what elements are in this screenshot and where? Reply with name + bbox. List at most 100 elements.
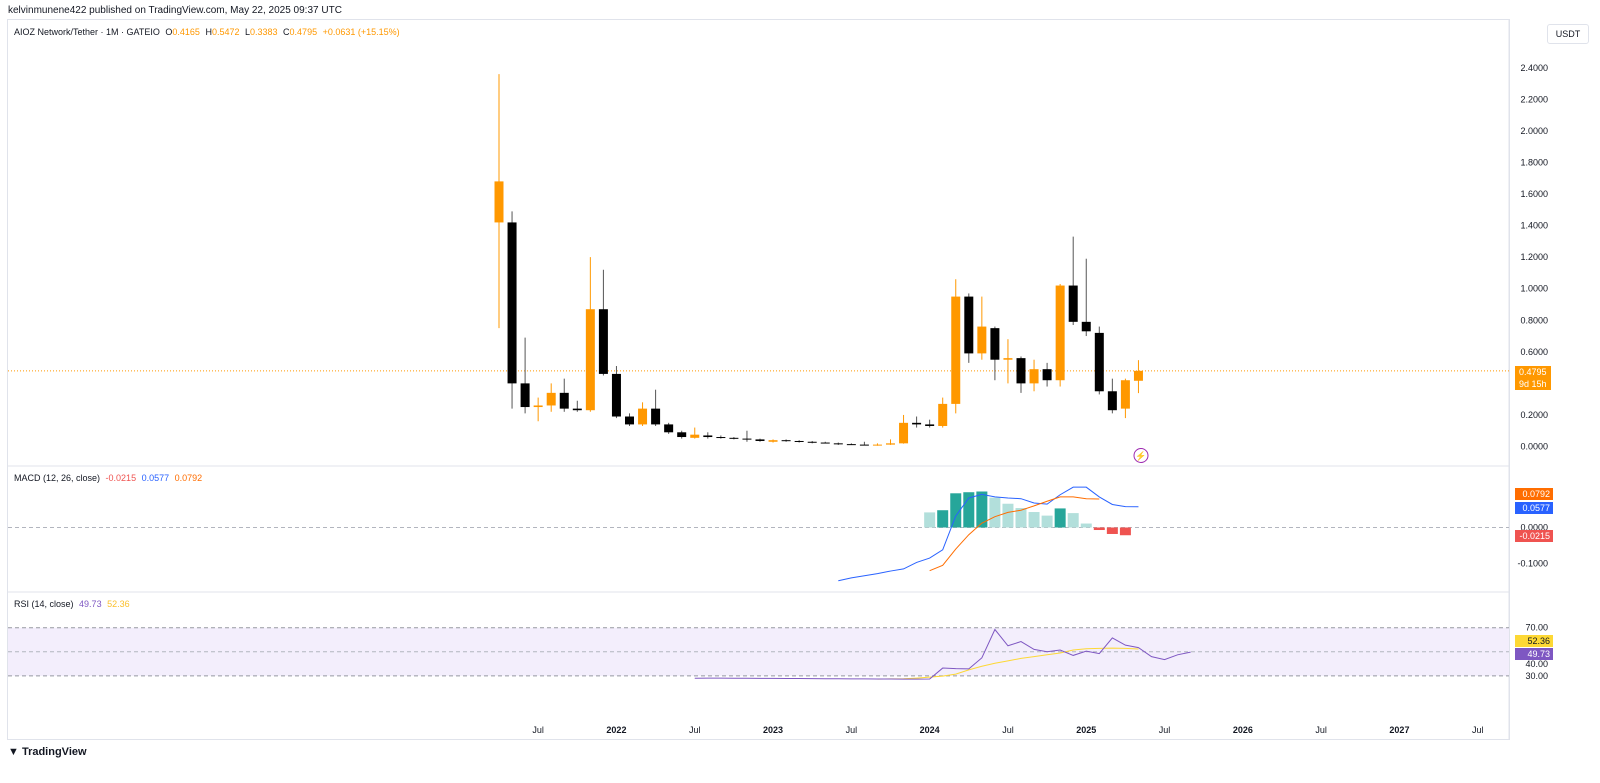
candle-body	[768, 440, 778, 442]
candle	[807, 440, 817, 444]
macd-histogram-bar	[963, 492, 975, 528]
candle	[768, 439, 778, 443]
candle	[1094, 326, 1104, 395]
rsi-tag	[1515, 648, 1553, 660]
candle	[507, 211, 517, 409]
candle	[533, 397, 543, 422]
candle-body	[755, 439, 765, 441]
candle	[1068, 236, 1078, 325]
rsi-ma-line	[877, 647, 1139, 680]
rsi-value: 49.73	[79, 599, 102, 609]
candle-body	[1003, 358, 1013, 360]
candle	[1042, 362, 1052, 387]
candle-body	[951, 296, 961, 404]
macd-legend-label: MACD (12, 26, close)	[14, 473, 101, 483]
macd-line	[838, 486, 1139, 582]
rsi-legend-label: RSI (14, close)	[14, 599, 74, 609]
time-axis-tick: Jul	[1002, 725, 1014, 735]
candle	[781, 439, 791, 442]
candle-body	[611, 373, 621, 417]
candle	[742, 430, 752, 442]
close-value: 0.4795	[289, 27, 318, 37]
time-axis-tick: 2026	[1233, 725, 1253, 735]
candle	[1133, 360, 1143, 394]
time-axis-tick: 2025	[1076, 725, 1096, 735]
price-axis-tick: 2.0000	[1520, 126, 1548, 136]
candle	[964, 293, 974, 363]
macd-histogram-bar	[976, 491, 988, 528]
candle	[611, 366, 621, 419]
candle	[1016, 356, 1026, 393]
countdown-tag: 9d 15h	[1515, 378, 1551, 390]
close-label: C	[283, 27, 290, 37]
candle	[546, 383, 556, 412]
macd-signal-line	[929, 496, 1100, 572]
time-axis-tick: Jul	[532, 725, 544, 735]
macd-hist-value: -0.0215	[105, 473, 137, 483]
candle	[1107, 378, 1117, 414]
time-axis-tick: 2024	[920, 725, 940, 735]
macd-histogram-bar	[1028, 512, 1040, 528]
candle	[846, 443, 856, 446]
macd-histogram-bar	[1119, 527, 1131, 536]
candle-body	[1120, 380, 1130, 409]
open-value: 0.4165	[172, 27, 200, 37]
candle-body	[742, 438, 752, 440]
price-axis-tick: 1.8000	[1520, 157, 1548, 167]
candle-body	[1133, 370, 1143, 381]
candle-body	[899, 422, 909, 444]
candle	[1055, 283, 1065, 387]
candle	[820, 441, 830, 444]
candle	[938, 397, 948, 428]
rsi-axis-tick: 30.00	[1525, 671, 1548, 681]
candle	[990, 326, 1000, 381]
candle-body	[872, 444, 882, 446]
candle-body	[977, 326, 987, 354]
macd-axis-tick: 0.0000	[1520, 523, 1548, 533]
rsi-legend: RSI (14, close) 49.73 52.36	[14, 599, 133, 609]
candle-body	[1068, 285, 1078, 322]
candle	[1003, 339, 1013, 384]
macd-value-tag	[1515, 502, 1553, 514]
candle-body	[859, 444, 869, 446]
time-axis-tick: 2023	[763, 725, 783, 735]
macd-value-tag-text: 0.0577	[1522, 503, 1550, 513]
candle	[912, 416, 922, 428]
candle-body	[533, 405, 543, 408]
candle	[559, 378, 569, 412]
candle-body	[807, 441, 817, 443]
lightning-icon: ⚡	[1135, 450, 1146, 462]
candle-body	[886, 443, 895, 445]
candle	[886, 439, 895, 445]
macd-histogram-bar	[950, 493, 962, 528]
price-axis-tick: 0.0000	[1520, 442, 1548, 452]
time-axis-tick: 2022	[606, 725, 626, 735]
candle	[585, 257, 595, 412]
candle	[664, 422, 674, 434]
candle-body	[559, 392, 569, 409]
currency-button[interactable]: USDT	[1547, 24, 1589, 44]
rsi-line	[694, 628, 1191, 680]
time-axis-tick: 2027	[1389, 725, 1409, 735]
price-axis-tick: 0.6000	[1520, 347, 1548, 357]
candle-body	[1094, 332, 1104, 392]
candle-body	[638, 408, 648, 425]
macd-legend: MACD (12, 26, close) -0.0215 0.0577 0.07…	[14, 473, 205, 483]
candle-body	[833, 443, 843, 445]
candle	[520, 337, 530, 414]
candle	[625, 413, 634, 426]
open-label: O	[165, 27, 173, 37]
candle	[977, 296, 987, 360]
price-axis-tick: 0.2000	[1520, 410, 1548, 420]
candle	[833, 442, 843, 445]
price-axis-tick: 1.0000	[1520, 284, 1548, 294]
macd-histogram-bar	[1093, 527, 1105, 531]
candle	[872, 443, 882, 446]
candle-body	[572, 408, 582, 411]
macd-value-tag-text: 0.0792	[1522, 489, 1550, 499]
candle	[494, 74, 504, 329]
low-value: 0.3383	[250, 27, 278, 37]
rsi-ma-tag	[1515, 635, 1553, 647]
candle-body	[1016, 358, 1026, 384]
